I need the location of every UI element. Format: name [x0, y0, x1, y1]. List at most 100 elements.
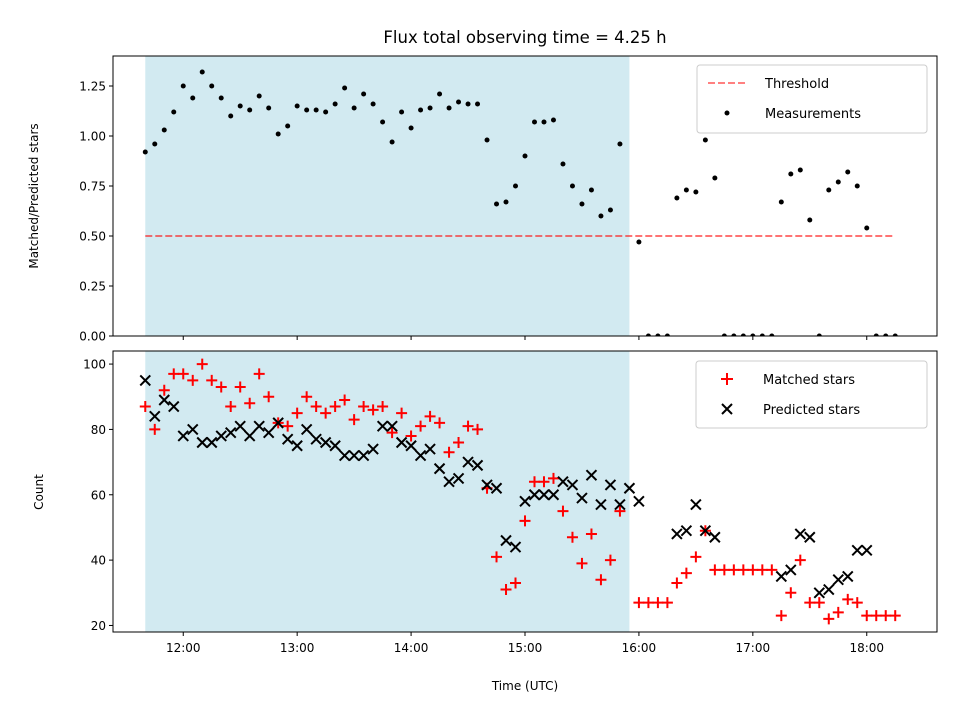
matched-point	[177, 368, 189, 380]
predicted-point	[633, 495, 645, 508]
predicted-point	[168, 400, 180, 413]
measurement-point	[247, 107, 253, 113]
measurement-point	[541, 119, 547, 125]
predicted-point	[253, 420, 265, 432]
matched-point	[661, 597, 673, 609]
predicted-point	[196, 436, 208, 449]
x-axis-label: Time (UTC)	[491, 679, 558, 693]
matched-point	[652, 597, 664, 609]
measurement-point	[550, 117, 556, 123]
matched-point	[386, 427, 398, 439]
measurement-point	[617, 141, 623, 147]
predicted-point	[139, 374, 151, 387]
measurement-point	[180, 83, 186, 89]
matched-point	[557, 505, 569, 517]
legend-predicted-label: Predicted stars	[763, 403, 860, 418]
matched-point	[434, 417, 446, 429]
predicted-point	[690, 498, 702, 511]
measurement-point	[712, 175, 718, 181]
legend-predicted-swatch	[721, 403, 733, 415]
measurement-point	[788, 171, 794, 177]
matched-point	[756, 564, 768, 576]
measurement-point	[693, 189, 699, 195]
x-tick-label: 15:00	[508, 641, 543, 655]
measurement-point	[816, 333, 822, 336]
measurement-point	[721, 333, 727, 336]
measurement-point	[854, 183, 860, 189]
measurement-point	[883, 333, 889, 336]
predicted-point	[405, 440, 417, 452]
matched-point	[747, 564, 759, 576]
matched-point	[804, 597, 816, 609]
measurement-point	[513, 183, 519, 189]
measurement-point	[560, 161, 566, 167]
measurement-point	[494, 201, 500, 207]
bottom-plot-layer: 20 40 60 80 100 12:00 13:00 14:00 15:00 16:00 17:0…	[83, 350, 938, 655]
matched-point	[547, 472, 559, 484]
legend-matched-swatch	[721, 373, 733, 385]
predicted-point	[547, 489, 560, 501]
matched-point	[215, 381, 227, 393]
measurement-point	[484, 137, 490, 143]
predicted-point	[490, 482, 503, 494]
matched-point	[566, 531, 578, 543]
matched-point	[870, 610, 882, 622]
x-tick-label: 14:00	[394, 641, 429, 655]
matched-point	[234, 381, 246, 393]
matched-point	[491, 551, 503, 563]
matched-point	[785, 587, 797, 599]
matched-point	[861, 610, 873, 622]
matched-point	[377, 401, 389, 413]
top-plot-layer: 0.00 0.25 0.50 0.75 1.00 1.25	[79, 55, 938, 344]
matched-point	[889, 610, 901, 622]
predicted-point	[595, 498, 607, 511]
x-tick-label: 16:00	[622, 641, 657, 655]
measurement-point	[731, 333, 737, 336]
measurement-point	[636, 239, 642, 245]
predicted-point	[519, 495, 531, 508]
measurement-point	[332, 101, 338, 107]
top-series-measurements	[142, 69, 898, 336]
bottom-series-predicted-stars	[139, 374, 873, 599]
measurement-point	[209, 83, 215, 89]
measurement-point	[769, 333, 775, 336]
measurement-point	[399, 109, 405, 115]
matched-point	[225, 401, 237, 413]
measurement-point	[370, 101, 376, 107]
predicted-point	[234, 420, 246, 432]
x-tick-label: 17:00	[736, 641, 771, 655]
measurement-point	[750, 333, 756, 336]
top-shaded-span	[145, 56, 630, 336]
matched-point	[880, 610, 892, 622]
matched-point	[633, 597, 645, 609]
legend-measurements-label: Measurements	[765, 107, 861, 122]
predicted-point	[538, 489, 550, 501]
bottom-y-tick-label: 40	[91, 554, 106, 568]
matched-point	[405, 430, 417, 442]
matched-point	[329, 401, 341, 413]
measurement-point	[873, 333, 879, 336]
top-marks	[142, 69, 898, 336]
top-y-tick-label: 1.00	[79, 130, 106, 144]
predicted-point	[357, 449, 370, 462]
predicted-point	[471, 459, 484, 472]
predicted-point	[861, 544, 873, 557]
measurement-point	[171, 109, 177, 115]
matched-point	[196, 358, 208, 370]
measurement-point	[275, 131, 281, 137]
measurement-point	[456, 99, 462, 105]
matched-point	[728, 564, 740, 576]
predicted-point	[300, 423, 313, 436]
matched-point	[538, 476, 550, 488]
predicted-point	[177, 430, 189, 442]
measurement-point	[569, 183, 575, 189]
top-y-tick-label: 0.75	[79, 180, 106, 194]
legend-top-frame	[696, 64, 928, 134]
predicted-point	[424, 443, 436, 455]
measurement-point	[294, 103, 300, 109]
matched-point	[168, 368, 180, 380]
bottom-y-axis-label: Count	[32, 474, 46, 510]
predicted-point	[851, 544, 863, 557]
measurement-point	[199, 69, 205, 75]
